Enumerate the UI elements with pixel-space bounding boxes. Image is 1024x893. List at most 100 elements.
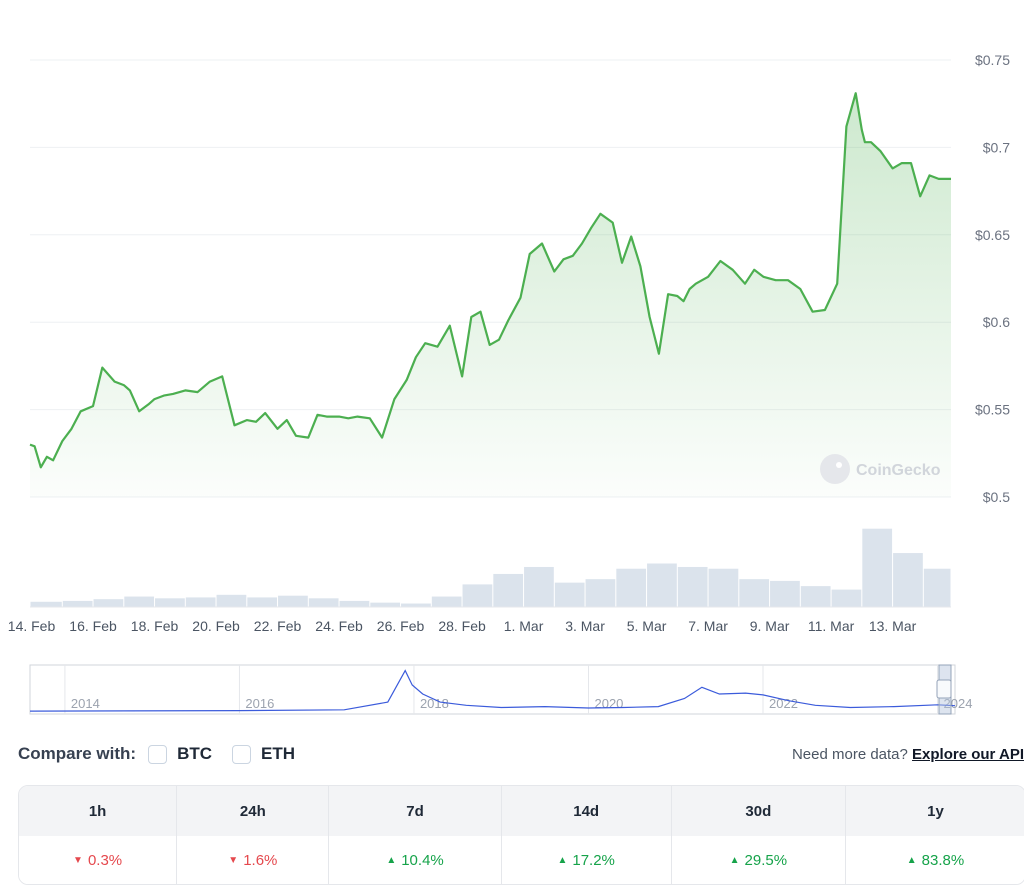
volume-bar — [339, 600, 370, 607]
y-tick-label: $0.75 — [975, 52, 1010, 68]
price-chart[interactable]: $0.75 $0.7 $0.65 $0.6 $0.55 $0.5 14. Feb 16. F… — [0, 0, 1024, 730]
x-tick-label: 18. Feb — [131, 618, 179, 634]
caret-down-icon: ▼ — [73, 854, 83, 866]
checkbox-icon[interactable] — [148, 744, 168, 764]
volume-bar — [462, 584, 493, 607]
change-value: 10.4% — [401, 851, 444, 869]
period-header: 24h — [177, 786, 330, 836]
explore-api-link[interactable]: Explore our API — [912, 745, 1024, 763]
x-tick-label: 14. Feb — [8, 618, 56, 634]
navigator-year-label: 2022 — [769, 696, 798, 711]
period-header: 1h — [19, 786, 178, 836]
navigator-year-label: 2016 — [245, 696, 274, 711]
volume-bar — [647, 563, 677, 607]
navigator-year-label: 2018 — [420, 696, 449, 711]
compare-bar: Compare with: BTC ETH Need more data? Ex… — [18, 740, 1024, 768]
change-cell-1h: ▼ 0.3% — [19, 836, 178, 884]
volume-bar — [554, 582, 585, 607]
volume-bar — [585, 579, 616, 607]
volume-bar — [401, 603, 431, 607]
x-tick-label: 20. Feb — [192, 618, 240, 634]
checkbox-icon[interactable] — [232, 744, 252, 764]
compare-btc-checkbox[interactable]: BTC — [148, 744, 212, 764]
volume-bar — [370, 602, 401, 607]
navigator-line — [29, 669, 956, 712]
compare-eth-checkbox[interactable]: ETH — [232, 744, 295, 764]
volume-bar — [831, 589, 862, 607]
volume-bar — [770, 580, 800, 607]
period-header: 7d — [329, 786, 502, 836]
volume-bar — [185, 597, 216, 607]
caret-up-icon: ▲ — [557, 854, 568, 866]
volume-bar — [524, 566, 554, 607]
caret-up-icon: ▲ — [386, 854, 397, 866]
volume-bar — [278, 595, 308, 607]
volume-bar — [800, 586, 831, 607]
volume-bar — [155, 598, 185, 607]
change-cell-7d: ▲ 10.4% — [329, 836, 502, 884]
volume-bar — [708, 568, 739, 607]
y-tick-label: $0.7 — [983, 139, 1010, 155]
compare-label: Compare with: — [18, 744, 137, 763]
coingecko-logo-eye — [836, 462, 842, 468]
volume-bar — [677, 566, 708, 607]
volume-bar — [431, 596, 462, 607]
volume-bar — [30, 601, 62, 607]
volume-bar — [124, 596, 155, 607]
change-value: 0.3% — [87, 851, 123, 869]
volume-bar — [493, 573, 524, 607]
change-value: 17.2% — [572, 851, 615, 869]
volume-bar — [216, 594, 247, 607]
x-tick-label: 22. Feb — [254, 618, 302, 634]
volume-bar — [923, 568, 951, 607]
price-chart-svg: $0.75 $0.7 $0.65 $0.6 $0.55 $0.5 14. Feb 16. F… — [8, 52, 1010, 715]
volume-bar — [308, 598, 339, 607]
watermark-text: CoinGecko — [856, 462, 941, 479]
x-tick-label: 11. Mar — [808, 618, 855, 634]
period-header: 14d — [502, 786, 672, 836]
compare-eth-label: ETH — [261, 744, 296, 763]
coingecko-logo-icon — [820, 454, 850, 484]
performance-header-row: 1h 24h 7d 14d 30d 1y — [19, 786, 1024, 836]
navigator-year-label: 2014 — [71, 696, 100, 711]
x-tick-label: 28. Feb — [438, 618, 486, 634]
navigator-year-label: 2020 — [594, 696, 623, 711]
range-navigator[interactable]: 2014 2016 2018 2020 2022 2024 — [29, 664, 972, 715]
change-cell-24h: ▼ 1.6% — [177, 836, 330, 884]
y-tick-label: $0.55 — [975, 402, 1010, 418]
navigator-frame — [29, 664, 956, 715]
need-more-data-label: Need more data? — [791, 745, 908, 763]
period-header: 30d — [672, 786, 846, 836]
volume-bar — [62, 600, 93, 607]
volume-bar — [893, 553, 923, 607]
x-tick-label: 24. Feb — [315, 618, 363, 634]
price-line[interactable] — [29, 92, 951, 469]
change-cell-14d: ▲ 17.2% — [502, 836, 672, 884]
x-tick-label: 7. Mar — [688, 618, 728, 634]
price-area — [30, 93, 951, 497]
caret-up-icon: ▲ — [729, 854, 740, 866]
change-value: 1.6% — [243, 851, 278, 869]
more-data-text: Need more data? Explore our API — [792, 746, 1024, 763]
change-cell-30d: ▲ 29.5% — [672, 836, 846, 884]
navigator-handle-icon[interactable] — [936, 679, 952, 699]
x-tick-label: 1. Mar — [504, 618, 544, 634]
x-tick-label: 13. Mar — [869, 618, 917, 634]
x-tick-label: 5. Mar — [627, 618, 667, 634]
x-tick-label: 16. Feb — [69, 618, 117, 634]
volume-bar — [247, 597, 278, 607]
volume-bar — [616, 568, 647, 607]
period-header: 1y — [927, 802, 944, 820]
volume-bar — [862, 528, 893, 607]
change-value: 83.8% — [921, 851, 965, 869]
x-tick-label: 9. Mar — [750, 618, 790, 634]
performance-table: 1h 24h 7d 14d 30d 1y ▼ 0.3% ▼ 1.6% ▲ 10.4% … — [18, 785, 1024, 885]
compare-btc-label: BTC — [177, 744, 213, 763]
change-cell-1y: ▲ 83.8% — [846, 836, 1024, 884]
change-value: 29.5% — [744, 851, 788, 869]
y-tick-label: $0.6 — [983, 314, 1010, 330]
y-tick-label: $0.65 — [975, 227, 1010, 243]
x-tick-label: 26. Feb — [377, 618, 425, 634]
caret-down-icon: ▼ — [228, 854, 239, 866]
y-tick-label: $0.5 — [983, 489, 1010, 505]
